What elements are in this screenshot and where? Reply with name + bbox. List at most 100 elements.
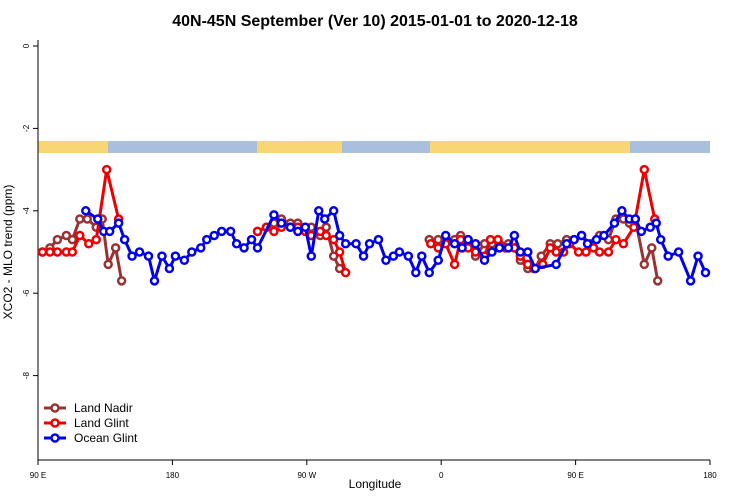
data-point — [187, 247, 197, 257]
data-point — [157, 251, 167, 261]
ocean-strip — [630, 141, 710, 153]
data-point — [75, 214, 85, 224]
data-point — [82, 214, 93, 224]
data-point — [37, 247, 48, 257]
y-tick-label: -4 — [22, 207, 31, 215]
legend-marker — [50, 418, 60, 428]
x-tick-label: 180 — [703, 471, 717, 480]
data-point — [319, 214, 330, 224]
data-point — [647, 243, 657, 253]
data-point — [373, 234, 384, 245]
x-tick-label: 90 E — [30, 471, 46, 480]
data-point — [321, 230, 331, 241]
data-point — [246, 234, 257, 245]
data-point — [149, 276, 160, 286]
data-point — [449, 239, 460, 249]
data-point — [209, 230, 219, 241]
data-point — [52, 247, 63, 257]
data-point — [470, 239, 481, 249]
data-point — [618, 239, 629, 249]
data-point — [599, 230, 609, 241]
data-point — [84, 239, 94, 249]
legend-label: Land Glint — [74, 416, 129, 430]
data-point — [700, 267, 711, 278]
data-point — [494, 243, 505, 253]
y-tick-label: -2 — [22, 124, 31, 132]
data-point — [609, 218, 620, 228]
data-point — [92, 214, 103, 224]
data-point — [457, 243, 467, 253]
data-point — [509, 230, 520, 241]
legend-label: Ocean Glint — [74, 431, 138, 445]
data-point — [269, 226, 279, 237]
data-point — [127, 251, 137, 261]
data-point — [293, 226, 303, 237]
data-point — [110, 243, 121, 253]
data-point — [103, 259, 113, 270]
data-point — [551, 247, 561, 257]
data-point — [591, 234, 602, 245]
data-point — [351, 239, 361, 249]
data-point — [201, 234, 212, 245]
chart-title: 40N-45N September (Ver 10) 2015-01-01 to… — [172, 13, 578, 30]
data-point — [440, 230, 451, 241]
data-point — [61, 230, 72, 241]
data-point — [231, 239, 242, 249]
data-point — [611, 234, 621, 245]
ocean-strip — [108, 141, 257, 153]
x-tick-label: 90 W — [297, 471, 316, 480]
data-point — [536, 251, 547, 261]
data-point — [143, 251, 154, 261]
data-point — [381, 255, 391, 265]
data-point — [340, 267, 351, 278]
data-point — [239, 243, 249, 253]
data-point — [636, 226, 647, 237]
data-point — [424, 267, 435, 278]
data-point — [651, 218, 661, 228]
data-point — [603, 247, 614, 257]
data-point — [551, 259, 561, 270]
data-point — [340, 239, 351, 249]
data-point — [104, 226, 115, 237]
data-point — [515, 247, 526, 257]
data-point — [523, 247, 533, 257]
data-point — [652, 276, 663, 286]
data-point — [134, 247, 145, 257]
data-point — [225, 226, 236, 237]
legend-marker — [50, 403, 60, 413]
data-point — [411, 267, 421, 278]
data-point — [276, 218, 287, 228]
data-point — [685, 276, 696, 286]
data-point — [630, 214, 641, 224]
data-point — [588, 243, 599, 253]
land-strip — [38, 141, 108, 153]
x-tick-label: 90 E — [567, 471, 583, 480]
data-point — [67, 247, 78, 257]
data-point — [433, 234, 443, 245]
data-point — [530, 263, 541, 274]
data-point — [113, 218, 124, 228]
data-point — [101, 164, 112, 175]
data-point — [573, 247, 584, 257]
data-point — [170, 251, 181, 261]
data-point — [463, 234, 473, 245]
x-tick-label: 0 — [439, 471, 444, 480]
data-point — [45, 247, 55, 257]
data-point — [116, 276, 127, 286]
land-strip — [257, 141, 342, 153]
ocean-strip — [342, 141, 430, 153]
data-point — [581, 247, 591, 257]
data-point — [328, 234, 339, 245]
data-point — [582, 239, 593, 249]
data-point — [252, 243, 263, 253]
data-point — [645, 222, 656, 233]
land-strip — [430, 141, 630, 153]
data-point — [449, 259, 460, 270]
data-point — [394, 247, 405, 257]
data-point — [179, 255, 190, 265]
data-point — [403, 251, 414, 261]
data-point — [164, 263, 175, 274]
data-point — [52, 234, 63, 245]
data-point — [334, 230, 345, 241]
